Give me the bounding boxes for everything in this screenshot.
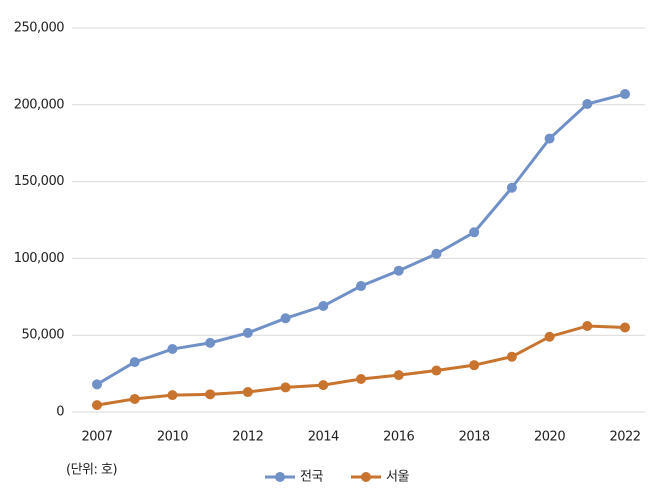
data-point: [506, 351, 517, 362]
data-point: [280, 382, 291, 393]
x-tick-label: 2020: [534, 430, 565, 445]
unit-note: (단위: 호): [66, 463, 117, 478]
data-point: [506, 182, 517, 193]
data-point: [167, 390, 178, 401]
data-point: [129, 357, 140, 368]
data-point: [582, 320, 593, 331]
data-point: [318, 301, 329, 312]
data-point: [582, 99, 593, 110]
data-point: [356, 281, 366, 292]
x-tick-label: 2007: [81, 430, 112, 445]
data-point: [393, 370, 404, 381]
data-point: [92, 400, 102, 411]
data-point: [356, 373, 366, 384]
y-tick-label: 150,000: [14, 174, 64, 189]
data-point: [469, 360, 480, 371]
data-point: [469, 227, 480, 238]
y-tick-label: 0: [56, 405, 64, 420]
legend-marker: [275, 472, 285, 482]
x-tick-label: 2018: [459, 430, 490, 445]
y-tick-label: 50,000: [22, 328, 65, 343]
y-tick-label: 200,000: [14, 97, 64, 112]
x-tick-label: 2012: [232, 430, 263, 445]
data-point: [544, 133, 555, 144]
data-point: [167, 344, 178, 355]
legend-marker: [361, 472, 371, 482]
y-tick-label: 100,000: [14, 251, 64, 266]
x-tick-label: 2010: [157, 430, 188, 445]
x-tick-label: 2014: [308, 430, 339, 445]
data-point: [431, 365, 442, 376]
x-tick-label: 2022: [609, 430, 640, 445]
data-point: [318, 380, 329, 391]
data-point: [393, 265, 404, 276]
data-point: [242, 387, 253, 398]
data-point: [205, 337, 216, 348]
data-point: [280, 313, 291, 324]
data-point: [620, 322, 630, 333]
data-point: [92, 379, 102, 390]
data-point: [431, 248, 442, 259]
data-point: [205, 389, 216, 400]
legend-label: 서울: [386, 470, 409, 485]
data-point: [620, 89, 630, 100]
data-point: [544, 331, 555, 342]
legend-label: 전국: [300, 470, 323, 485]
x-tick-label: 2016: [383, 430, 414, 445]
y-tick-label: 250,000: [14, 21, 64, 36]
data-point: [242, 327, 253, 338]
data-point: [129, 393, 140, 404]
